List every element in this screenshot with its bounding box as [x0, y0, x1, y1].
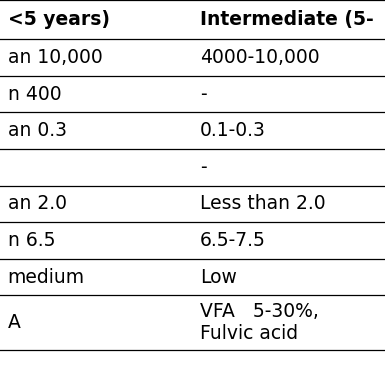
- Text: an 0.3: an 0.3: [8, 121, 67, 140]
- Text: 6.5-7.5: 6.5-7.5: [200, 231, 266, 250]
- Text: an 10,000: an 10,000: [8, 48, 102, 67]
- Text: Intermediate (5-: Intermediate (5-: [200, 10, 374, 29]
- Text: <5 years): <5 years): [8, 10, 110, 29]
- Text: medium: medium: [8, 268, 85, 286]
- Text: an 2.0: an 2.0: [8, 194, 67, 213]
- Text: n 400: n 400: [8, 85, 61, 104]
- Text: -: -: [200, 85, 207, 104]
- Text: 0.1-0.3: 0.1-0.3: [200, 121, 266, 140]
- Text: Less than 2.0: Less than 2.0: [200, 194, 326, 213]
- Text: 4000-10,000: 4000-10,000: [200, 48, 320, 67]
- Text: Low: Low: [200, 268, 237, 286]
- Text: -: -: [200, 158, 207, 177]
- Text: A: A: [8, 313, 20, 332]
- Text: VFA   5-30%,
Fulvic acid: VFA 5-30%, Fulvic acid: [200, 302, 319, 343]
- Text: n 6.5: n 6.5: [8, 231, 55, 250]
